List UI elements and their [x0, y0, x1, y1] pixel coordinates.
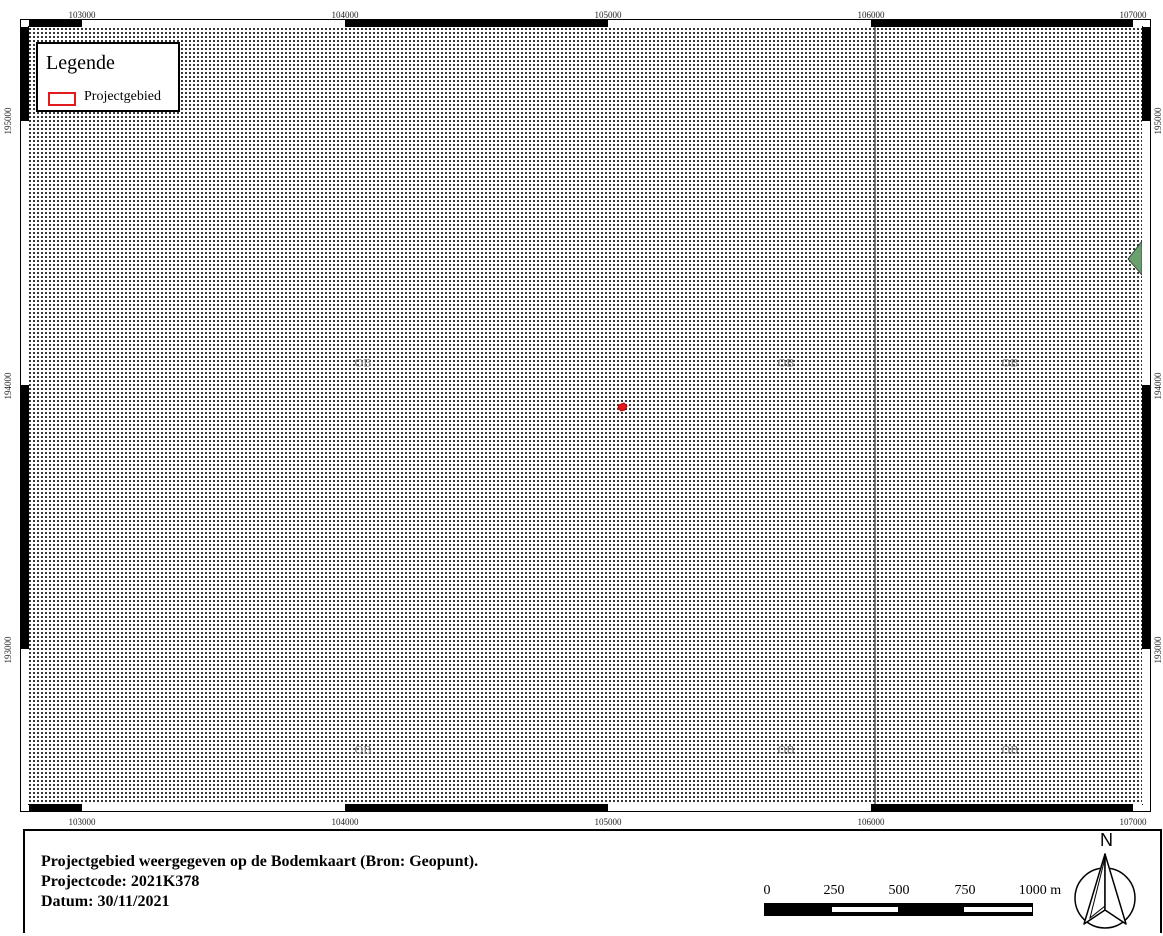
y-tick-label-left: 194000: [3, 372, 13, 400]
scale-label: 500: [888, 883, 910, 898]
scale-bar: [764, 903, 1033, 916]
y-tick-label-left: 195000: [3, 107, 13, 135]
y-tick-label-right: 193000: [1153, 636, 1163, 664]
footer-project-code: Projectcode: 2021K378: [41, 873, 200, 890]
soil-unit-label: OB: [1001, 742, 1019, 757]
legend-title: Legende: [46, 52, 115, 74]
map-footer: Projectgebied weergegeven op de Bodemkaa…: [23, 829, 1162, 933]
graticule-left: [20, 27, 29, 804]
footer-date: Datum: 30/11/2021: [41, 893, 170, 910]
x-tick-label-top: 107000: [1119, 10, 1147, 20]
soil-pattern-area: [29, 27, 1142, 804]
graticule-top: [29, 19, 1142, 27]
scale-label: 250: [823, 883, 845, 898]
project-area-marker: [617, 402, 628, 412]
y-tick-label-right: 195000: [1153, 107, 1163, 135]
scale-label: 750: [954, 883, 976, 898]
footer-description: Projectgebied weergegeven op de Bodemkaa…: [41, 853, 479, 870]
soil-unit-label: OB: [777, 742, 795, 757]
map-canvas[interactable]: [20, 19, 1151, 812]
soil-unit-label: OB: [1001, 355, 1019, 370]
x-tick-label-top: 106000: [857, 10, 885, 20]
x-tick-label-top: 105000: [594, 10, 622, 20]
x-tick-label-bottom: 105000: [594, 817, 622, 827]
north-arrow-icon: [1074, 853, 1136, 929]
x-tick-label-top: 104000: [331, 10, 359, 20]
graticule-bottom: [29, 804, 1142, 812]
soil-unit-label: OB: [354, 742, 372, 757]
soil-unit-label: OB: [777, 355, 795, 370]
scale-label: 0: [763, 883, 771, 898]
north-arrow-label: N: [1100, 830, 1113, 850]
x-tick-label-bottom: 107000: [1119, 817, 1147, 827]
soil-unit-label: OB: [354, 355, 372, 370]
x-tick-label-top: 103000: [68, 10, 96, 20]
scale-label: 1000 m: [1018, 883, 1062, 898]
legend-label-project-area: Projectgebied: [84, 89, 161, 104]
x-tick-label-bottom: 103000: [68, 817, 96, 827]
map-legend: Legende Projectgebied: [36, 42, 180, 112]
legend-swatch-project-area: [48, 92, 76, 106]
x-tick-label-bottom: 104000: [331, 817, 359, 827]
x-tick-label-bottom: 106000: [857, 817, 885, 827]
y-tick-label-right: 194000: [1153, 372, 1163, 400]
y-tick-label-left: 193000: [3, 636, 13, 664]
graticule-right: [1142, 27, 1151, 804]
